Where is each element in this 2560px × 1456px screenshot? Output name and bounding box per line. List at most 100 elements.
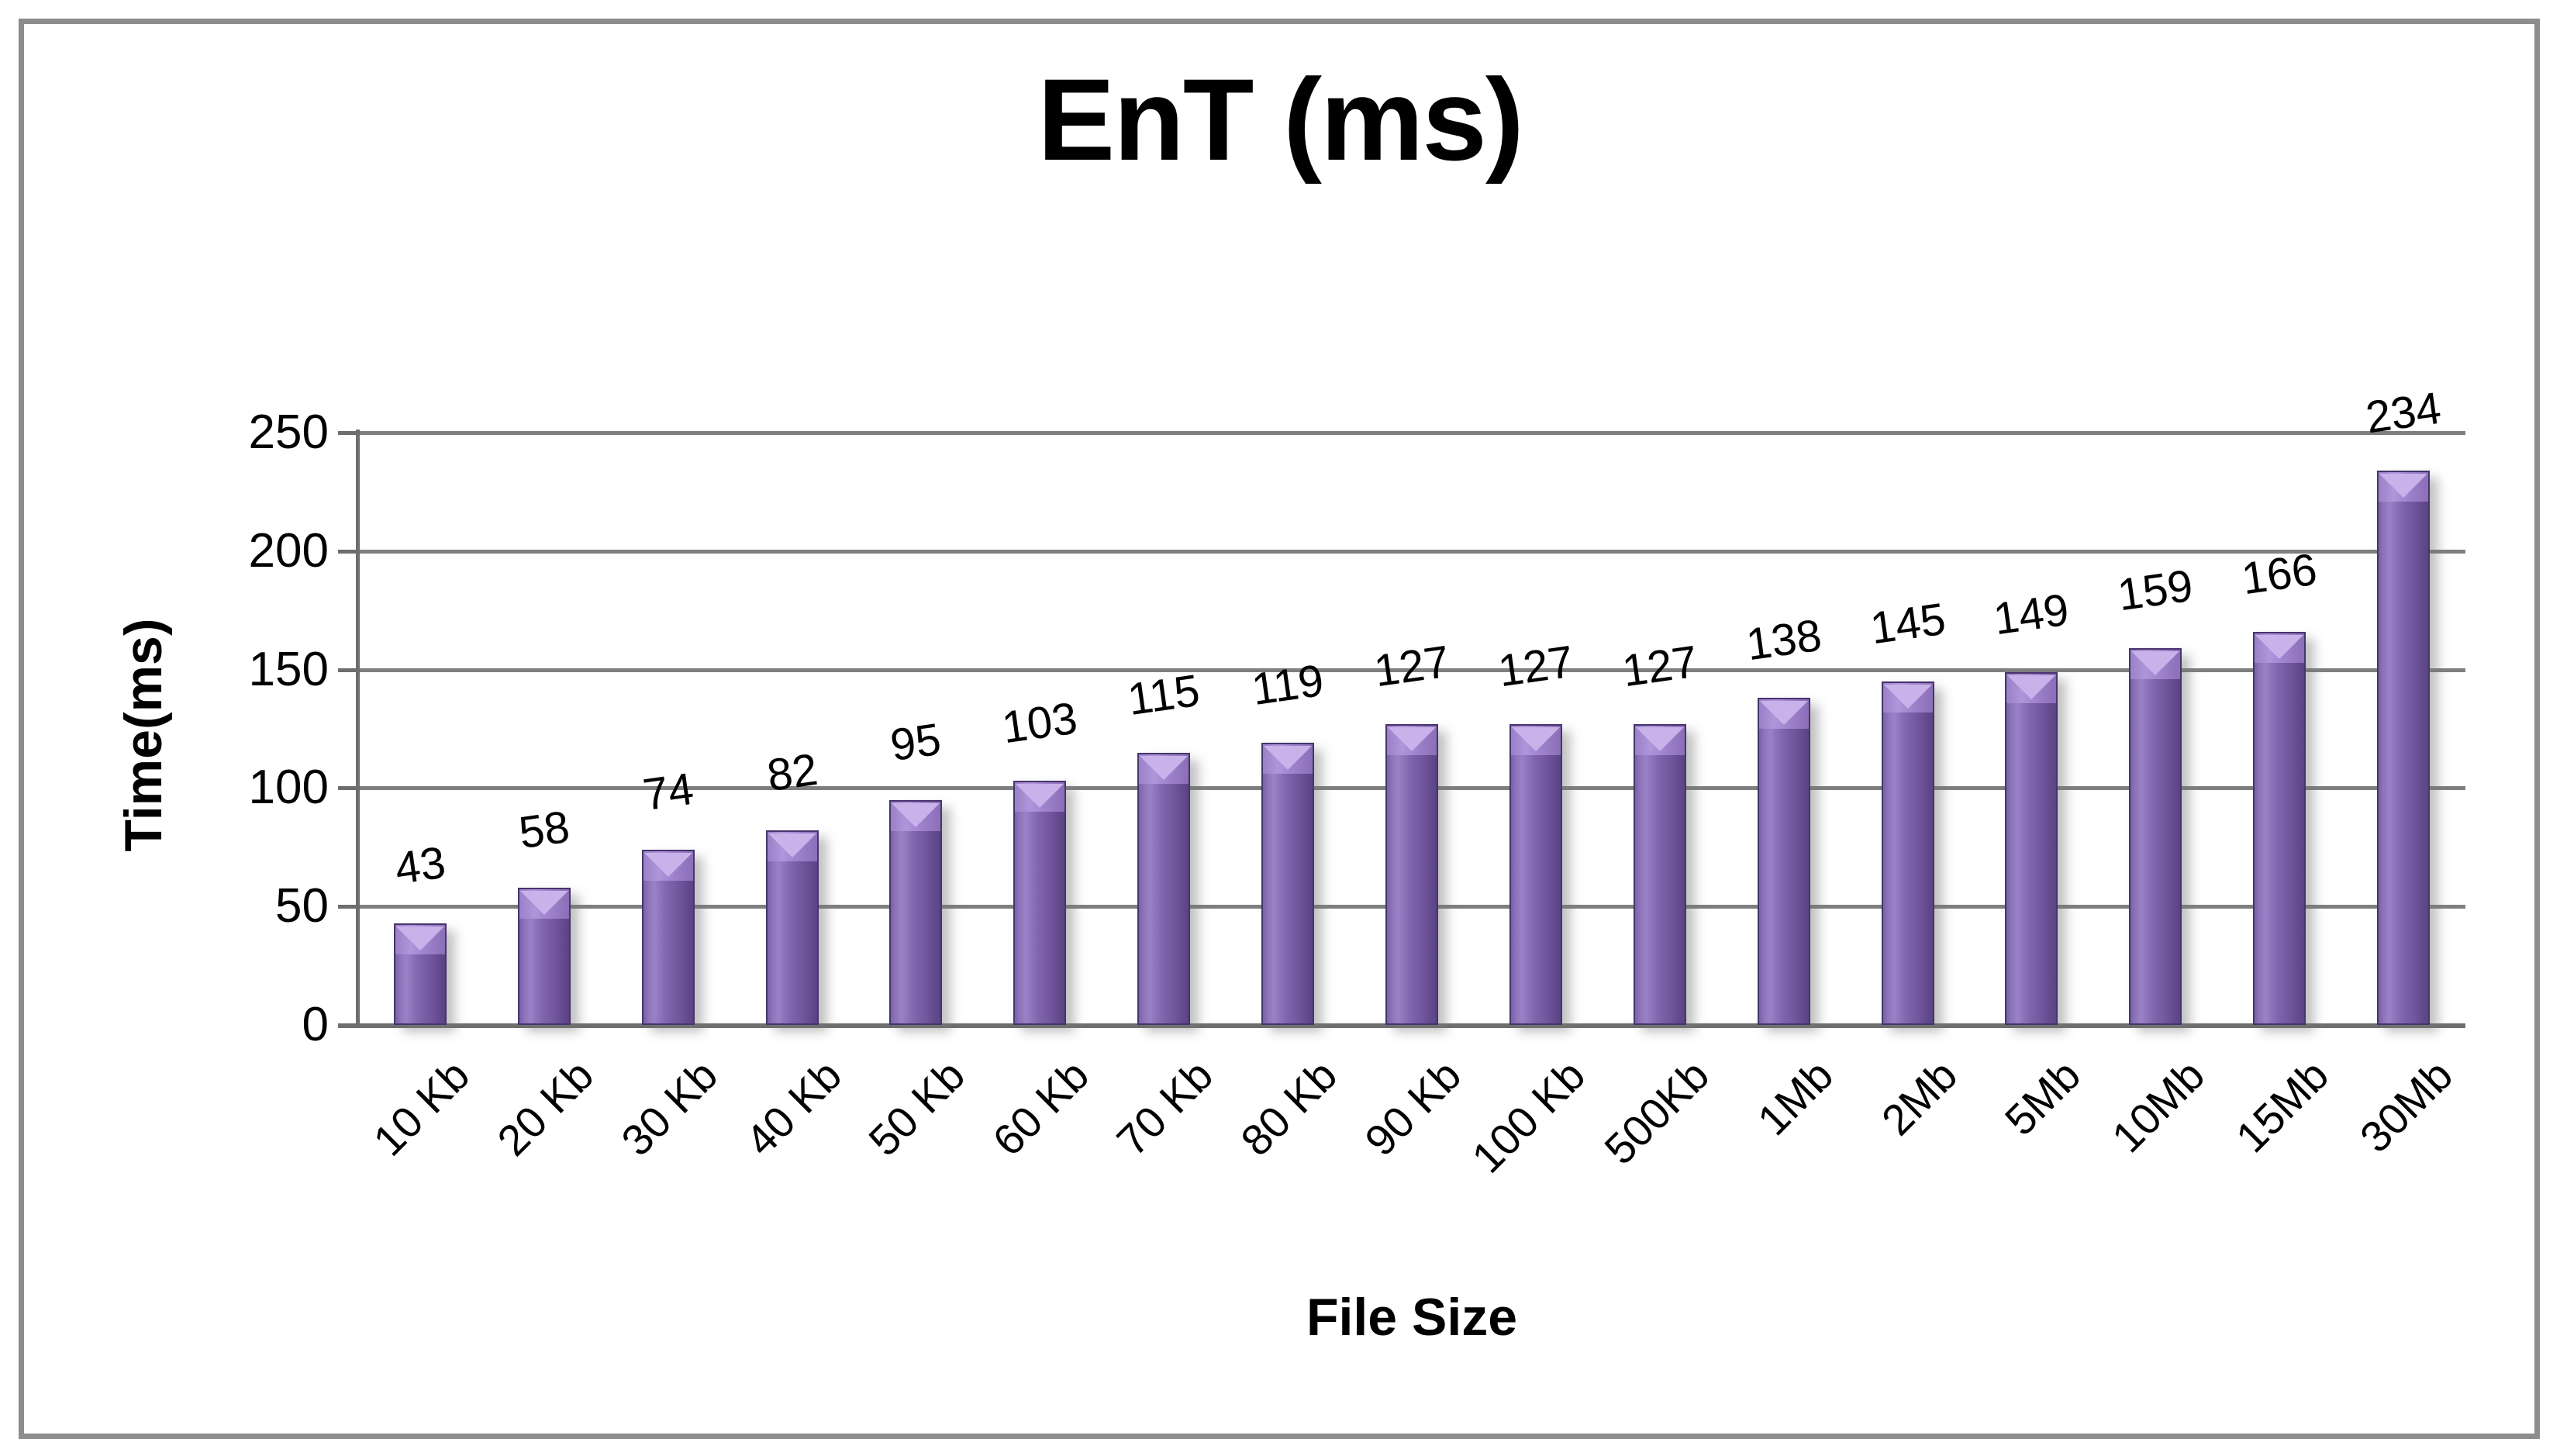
data-label-50 Kb: 95 — [888, 713, 944, 771]
bar-80 Kb — [1261, 743, 1315, 1025]
y-tick-200 — [338, 549, 358, 554]
bar-cap — [2379, 472, 2429, 502]
data-label-15Mb: 166 — [2238, 543, 2320, 605]
bar-30Mb — [2377, 471, 2431, 1025]
x-tick-label-10 Kb: 10 Kb — [364, 1050, 479, 1165]
y-tick-50 — [338, 905, 358, 909]
y-tick-label-150: 150 — [248, 642, 329, 696]
bar-cap — [2130, 650, 2181, 679]
x-tick-label-1Mb: 1Mb — [1747, 1050, 1842, 1145]
y-tick-100 — [338, 786, 358, 791]
bar-notch — [643, 853, 692, 877]
x-tick-label-15Mb: 15Mb — [2226, 1050, 2338, 1162]
bar-cap — [767, 832, 817, 861]
bar-50 Kb — [889, 800, 943, 1025]
bar-30 Kb — [641, 850, 695, 1025]
y-tick-250 — [338, 431, 358, 435]
x-tick-label-50 Kb: 50 Kb — [859, 1050, 975, 1165]
bar-cap — [1139, 754, 1189, 784]
bar-notch — [1388, 727, 1436, 751]
y-tick-150 — [338, 668, 358, 672]
bar-notch — [2379, 474, 2428, 498]
x-tick-label-30Mb: 30Mb — [2350, 1050, 2462, 1162]
bar-notch — [1140, 756, 1189, 780]
data-label-90 Kb: 127 — [1371, 636, 1453, 697]
bar-notch — [1511, 727, 1560, 751]
bar-40 Kb — [765, 830, 819, 1025]
bar-notch — [1883, 685, 1932, 709]
x-tick-label-5Mb: 5Mb — [1996, 1050, 2090, 1145]
gridline-200 — [358, 549, 2465, 554]
gridline-250 — [358, 431, 2465, 435]
y-tick-label-50: 50 — [275, 879, 329, 933]
chart-title: EnT (ms) — [1037, 54, 1524, 185]
data-label-40 Kb: 82 — [764, 744, 821, 802]
bar-cap — [2006, 674, 2057, 703]
bar-cap — [395, 925, 445, 954]
bar-5Mb — [2005, 672, 2058, 1025]
x-tick-label-30 Kb: 30 Kb — [611, 1050, 726, 1165]
bar-2Mb — [1881, 681, 1934, 1025]
chart-frame — [19, 19, 2540, 1439]
data-label-1Mb: 138 — [1743, 609, 1825, 671]
bar-10Mb — [2129, 648, 2182, 1025]
bar-notch — [2255, 635, 2304, 659]
x-tick-label-70 Kb: 70 Kb — [1107, 1050, 1223, 1165]
x-tick-label-500Kb: 500Kb — [1594, 1050, 1719, 1174]
bar-cap — [1263, 744, 1313, 774]
bar-cap — [1758, 699, 1809, 729]
data-label-10 Kb: 43 — [392, 837, 449, 895]
data-label-60 Kb: 103 — [999, 692, 1081, 754]
data-label-80 Kb: 119 — [1248, 654, 1327, 716]
bar-1Mb — [1757, 698, 1810, 1025]
data-label-70 Kb: 115 — [1124, 664, 1203, 726]
x-tick-label-20 Kb: 20 Kb — [488, 1050, 603, 1165]
data-label-30Mb: 234 — [2362, 382, 2444, 443]
data-label-2Mb: 145 — [1867, 593, 1948, 654]
bar-90 Kb — [1385, 724, 1438, 1025]
bar-cap — [1634, 726, 1685, 755]
bar-15Mb — [2253, 632, 2306, 1025]
bar-10 Kb — [393, 923, 447, 1025]
x-tick-label-60 Kb: 60 Kb — [983, 1050, 1099, 1165]
y-axis-line — [356, 430, 360, 1028]
x-tick-label-40 Kb: 40 Kb — [735, 1050, 850, 1165]
x-tick-label-2Mb: 2Mb — [1872, 1050, 1966, 1145]
bar-notch — [395, 926, 444, 951]
bar-notch — [2007, 675, 2056, 699]
bar-cap — [1015, 782, 1065, 812]
x-tick-label-100 Kb: 100 Kb — [1462, 1050, 1595, 1182]
bar-notch — [2131, 651, 2180, 675]
bar-notch — [892, 803, 940, 827]
data-label-10Mb: 159 — [2114, 560, 2196, 621]
data-label-20 Kb: 58 — [516, 801, 573, 859]
x-tick-label-10Mb: 10Mb — [2102, 1050, 2214, 1162]
bar-70 Kb — [1137, 753, 1191, 1025]
data-label-500Kb: 127 — [1619, 636, 1701, 697]
x-axis-line — [338, 1023, 2465, 1028]
bar-notch — [1635, 727, 1684, 751]
bar-100 Kb — [1509, 724, 1562, 1025]
y-tick-label-100: 100 — [248, 761, 329, 815]
bar-cap — [643, 851, 693, 881]
bar-notch — [519, 891, 568, 915]
bar-cap — [519, 889, 569, 919]
bar-notch — [1016, 784, 1064, 808]
bar-500Kb — [1633, 724, 1686, 1025]
bar-cap — [1882, 683, 1933, 712]
data-label-30 Kb: 74 — [640, 763, 697, 821]
x-axis-title: File Size — [1306, 1288, 1518, 1347]
y-tick-label-200: 200 — [248, 523, 329, 578]
data-label-100 Kb: 127 — [1495, 636, 1577, 697]
x-tick-label-80 Kb: 80 Kb — [1231, 1050, 1347, 1165]
data-label-5Mb: 149 — [1990, 584, 2072, 645]
y-tick-label-250: 250 — [248, 405, 329, 459]
bar-20 Kb — [517, 888, 571, 1025]
bar-cap — [1510, 726, 1561, 755]
bar-notch — [1759, 701, 1808, 725]
gridline-150 — [358, 668, 2465, 672]
y-tick-label-0: 0 — [302, 998, 329, 1051]
x-tick-label-90 Kb: 90 Kb — [1355, 1050, 1471, 1165]
